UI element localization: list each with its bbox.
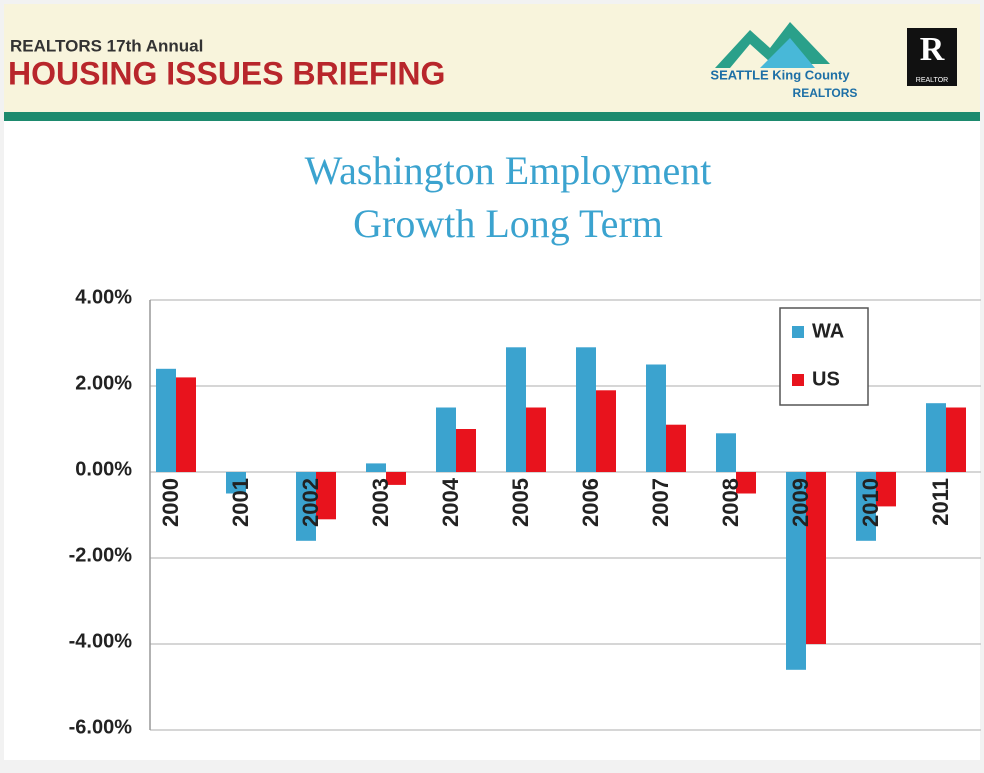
- chart-subtitle: Growth Long Term: [353, 201, 663, 246]
- bar: [876, 472, 896, 507]
- bar: [386, 472, 406, 485]
- header-rule: [4, 112, 980, 121]
- x-tick-label: 2008: [718, 478, 743, 527]
- legend-box: [779, 307, 869, 406]
- x-tick-label: 2004: [438, 477, 463, 527]
- legend-label: US: [812, 368, 840, 390]
- x-tick-label: 2003: [368, 478, 393, 527]
- legend-swatch: [792, 374, 804, 386]
- y-tick-label: 4.00%: [75, 286, 132, 308]
- x-tick-label: 2011: [928, 478, 953, 526]
- x-tick-label: 2000: [158, 478, 183, 527]
- y-tick-label: -2.00%: [69, 544, 133, 566]
- bar: [806, 472, 826, 644]
- bar: [526, 407, 546, 472]
- badge: [907, 28, 957, 86]
- logo-text: REALTORS: [793, 86, 858, 100]
- badge-letter: R: [920, 31, 945, 68]
- bar: [716, 433, 736, 472]
- x-tick-label: 2010: [858, 478, 883, 527]
- y-tick-label: 2.00%: [75, 372, 132, 394]
- bar: [296, 472, 316, 541]
- bar: [456, 429, 476, 472]
- logo-text: SEATTLE King County: [710, 67, 850, 82]
- bar: [316, 472, 336, 520]
- bar: [596, 390, 616, 472]
- header-title: HOUSING ISSUES BRIEFING: [8, 55, 445, 91]
- bar: [506, 347, 526, 472]
- bar: [176, 377, 196, 472]
- x-tick-label: 2001: [228, 478, 253, 527]
- legend-label: WA: [812, 320, 844, 342]
- bar: [736, 472, 756, 494]
- x-tick-label: 2007: [648, 478, 673, 527]
- bar: [226, 472, 246, 494]
- x-tick-label: 2002: [298, 478, 323, 527]
- bar: [366, 463, 386, 472]
- bar: [666, 424, 686, 472]
- x-tick-label: 2009: [788, 478, 813, 527]
- bar: [646, 364, 666, 472]
- bar: [856, 472, 876, 541]
- bar: [156, 368, 176, 472]
- y-tick-label: -4.00%: [69, 630, 133, 652]
- logo-mountain: [760, 38, 815, 68]
- chart-title: Washington Employment: [305, 148, 712, 193]
- badge-caption: REALTOR: [916, 77, 948, 84]
- bar: [946, 407, 966, 472]
- legend-swatch: [792, 326, 804, 338]
- bar: [576, 347, 596, 472]
- bar: [786, 472, 806, 670]
- header-kicker: REALTORS 17th Annual: [10, 36, 203, 55]
- x-tick-label: 2005: [508, 478, 533, 527]
- y-tick-label: -6.00%: [69, 716, 133, 738]
- logo-mountains: [715, 22, 830, 68]
- bar: [436, 407, 456, 472]
- bar: [926, 403, 946, 472]
- y-tick-label: 0.00%: [75, 458, 132, 480]
- x-tick-label: 2006: [578, 478, 603, 527]
